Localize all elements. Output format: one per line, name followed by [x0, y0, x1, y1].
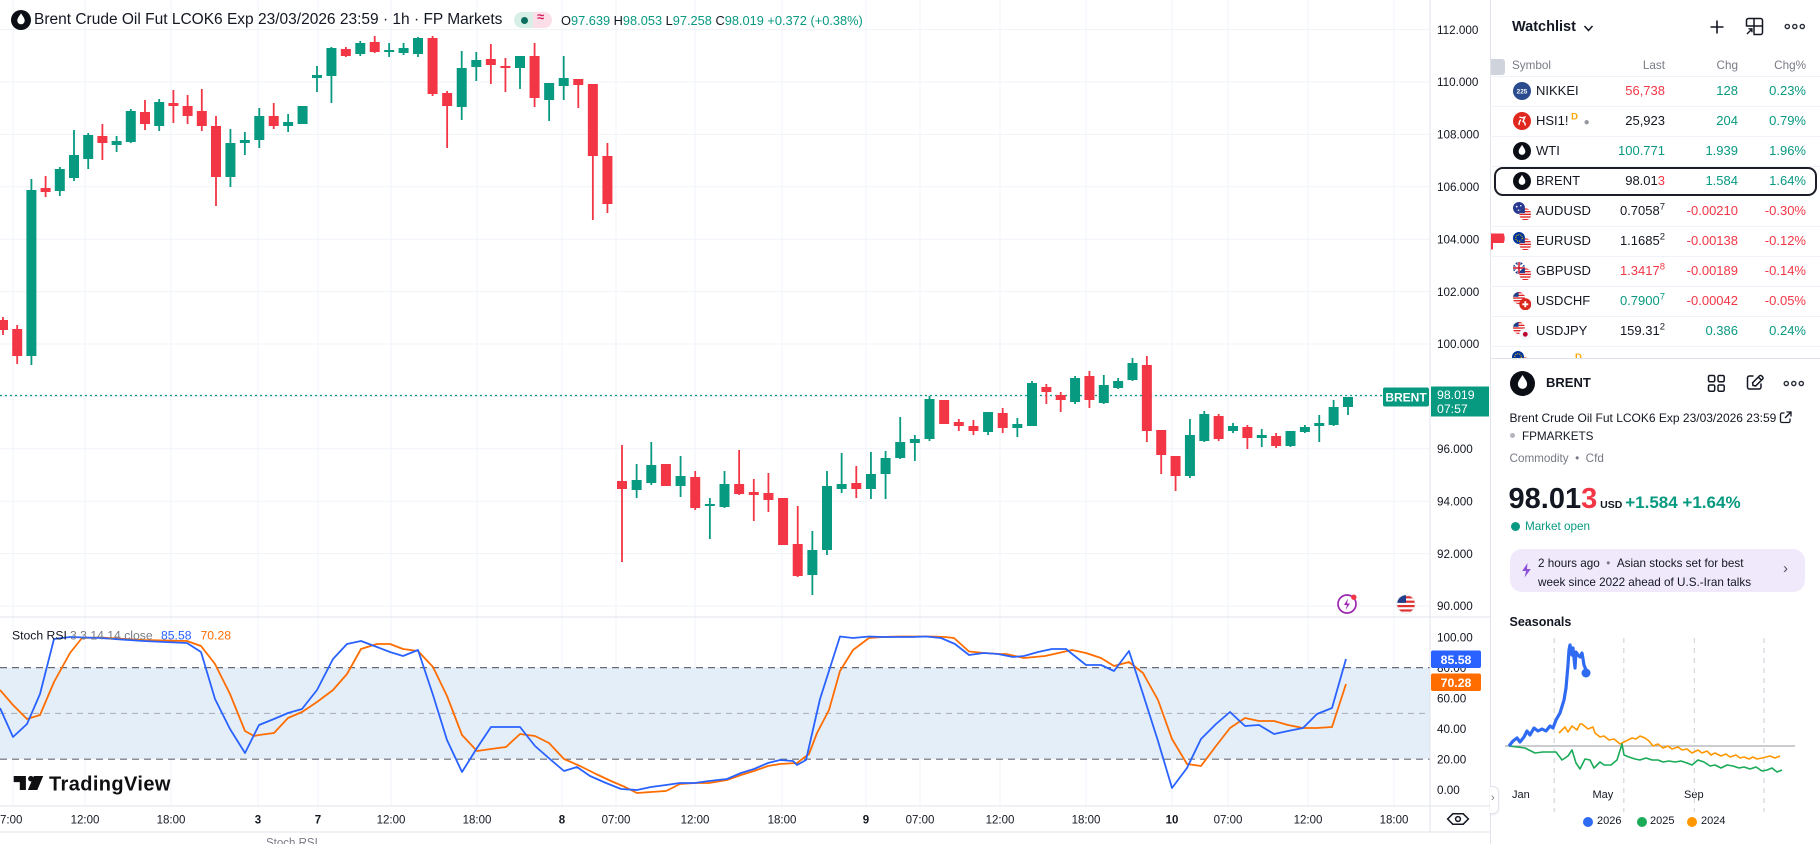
svg-text:12:00: 12:00	[681, 815, 710, 827]
svg-text:10: 10	[1166, 815, 1179, 827]
svg-text:70.28: 70.28	[1441, 676, 1472, 690]
svg-text:07:00: 07:00	[0, 815, 22, 827]
svg-text:BRENT: BRENT	[1385, 391, 1427, 405]
svg-text:07:00: 07:00	[602, 815, 631, 827]
svg-text:0.00: 0.00	[1437, 784, 1460, 797]
svg-text:TradingView: TradingView	[49, 774, 171, 796]
svg-text:18:00: 18:00	[1380, 815, 1409, 827]
svg-text:18:00: 18:00	[157, 815, 186, 827]
svg-text:108.000: 108.000	[1437, 129, 1480, 142]
svg-text:12:00: 12:00	[986, 815, 1015, 827]
svg-text:9: 9	[863, 815, 869, 827]
svg-text:96.000: 96.000	[1437, 443, 1473, 456]
svg-text:07:00: 07:00	[1214, 815, 1243, 827]
svg-text:07:57: 07:57	[1437, 402, 1468, 416]
svg-text:12:00: 12:00	[71, 815, 100, 827]
svg-text:94.000: 94.000	[1437, 495, 1473, 508]
svg-text:40.00: 40.00	[1437, 723, 1467, 736]
svg-text:20.00: 20.00	[1437, 753, 1467, 766]
svg-text:3 3 14 14 close: 3 3 14 14 close	[70, 629, 153, 643]
svg-text:60.00: 60.00	[1437, 692, 1467, 705]
svg-text:102.000: 102.000	[1437, 286, 1480, 299]
svg-text:7: 7	[315, 815, 321, 827]
svg-text:3: 3	[255, 815, 261, 827]
svg-text:18:00: 18:00	[768, 815, 797, 827]
svg-text:12:00: 12:00	[377, 815, 406, 827]
svg-text:90.000: 90.000	[1437, 600, 1473, 613]
svg-text:18:00: 18:00	[1072, 815, 1101, 827]
svg-text:07:00: 07:00	[906, 815, 935, 827]
svg-text:104.000: 104.000	[1437, 233, 1480, 246]
svg-text:112.000: 112.000	[1437, 24, 1479, 37]
svg-text:225: 225	[1517, 89, 1528, 96]
svg-text:Stoch RSI: Stoch RSI	[266, 838, 318, 844]
svg-text:12:00: 12:00	[1294, 815, 1323, 827]
svg-text:98.019: 98.019	[1437, 388, 1475, 402]
svg-text:85.58: 85.58	[1441, 653, 1472, 667]
svg-text:Stoch RSI: Stoch RSI	[12, 629, 67, 643]
svg-text:85.58: 85.58	[161, 629, 192, 643]
svg-text:70.28: 70.28	[201, 629, 232, 643]
svg-text:100.00: 100.00	[1437, 631, 1473, 644]
svg-text:100.000: 100.000	[1437, 338, 1480, 351]
svg-text:106.000: 106.000	[1437, 181, 1480, 194]
svg-text:110.000: 110.000	[1437, 76, 1479, 89]
svg-text:18:00: 18:00	[463, 815, 492, 827]
svg-text:92.000: 92.000	[1437, 548, 1473, 561]
svg-text:8: 8	[559, 815, 566, 827]
